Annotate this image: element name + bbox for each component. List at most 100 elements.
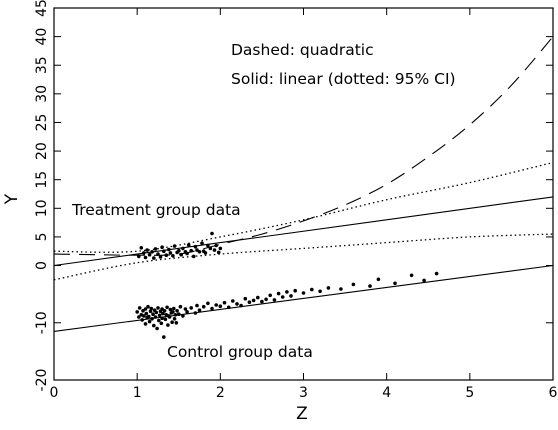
treatment-data-point bbox=[152, 256, 156, 260]
control-data-point bbox=[239, 303, 243, 308]
data-points bbox=[135, 231, 439, 339]
plot-frame bbox=[53, 7, 554, 381]
y-tick-label: 0 bbox=[34, 261, 50, 270]
treatment-data-point bbox=[171, 254, 175, 258]
control-data-point bbox=[235, 302, 239, 306]
control-data-point bbox=[301, 291, 306, 295]
control-data-point bbox=[222, 300, 227, 305]
control-data-point bbox=[140, 318, 144, 322]
plot-axes bbox=[53, 7, 554, 381]
control-data-point bbox=[137, 306, 142, 310]
y-tick-label: 30 bbox=[34, 85, 50, 103]
treatment-data-point bbox=[162, 249, 166, 253]
control-data-point bbox=[260, 299, 264, 304]
control-data-point bbox=[293, 288, 298, 293]
control-data-point bbox=[162, 309, 167, 313]
treatment-data-point bbox=[137, 254, 141, 259]
control-data-point bbox=[165, 305, 169, 310]
control-data-point bbox=[339, 287, 343, 291]
control-data-point bbox=[171, 310, 175, 314]
x-tick-label: 2 bbox=[216, 385, 225, 401]
control-data-point bbox=[137, 315, 141, 319]
treatment-data-point bbox=[206, 243, 210, 248]
treatment-data-point bbox=[145, 248, 149, 252]
y-tick-label: -10 bbox=[34, 311, 50, 334]
treatment-data-point bbox=[143, 255, 148, 260]
control-data-point bbox=[247, 300, 252, 305]
treatment-data-point bbox=[210, 231, 214, 236]
fit-curves bbox=[53, 36, 554, 332]
y-tick-label: 40 bbox=[34, 28, 50, 46]
control-data-point bbox=[185, 310, 189, 314]
control-data-point bbox=[310, 287, 314, 292]
control-data-point bbox=[173, 313, 178, 317]
treatment-data-point bbox=[156, 252, 160, 256]
x-tick-label: 1 bbox=[133, 385, 142, 401]
control-data-point bbox=[147, 314, 151, 319]
control-data-point bbox=[201, 304, 206, 309]
control-data-point bbox=[214, 303, 218, 307]
control-data-point bbox=[157, 313, 162, 318]
control-data-point bbox=[163, 317, 168, 322]
y-tick-label: -20 bbox=[34, 369, 50, 392]
control-data-point bbox=[376, 277, 381, 282]
control-data-point bbox=[156, 306, 160, 310]
control-data-point bbox=[318, 289, 322, 294]
control-data-point bbox=[326, 286, 331, 290]
control-data-point bbox=[144, 311, 149, 316]
control-data-point bbox=[351, 282, 356, 287]
treatment-data-point bbox=[214, 243, 218, 248]
control-data-point bbox=[142, 314, 146, 318]
control-data-point bbox=[167, 315, 172, 319]
y-tick-label: 45 bbox=[34, 0, 50, 17]
x-axis-label: Z bbox=[296, 404, 308, 424]
x-tick-label: 4 bbox=[382, 385, 391, 401]
control-data-point bbox=[181, 314, 185, 318]
control-data-point bbox=[147, 319, 152, 324]
control-data-point bbox=[175, 309, 179, 313]
control-data-point bbox=[172, 317, 177, 321]
control-data-point bbox=[272, 298, 277, 302]
control-data-point bbox=[289, 294, 293, 298]
treatment-data-point bbox=[177, 248, 181, 253]
control-data-point bbox=[170, 320, 174, 325]
control-fit-line bbox=[53, 264, 554, 332]
treatment-data-point bbox=[164, 253, 169, 257]
treatment-data-point bbox=[158, 255, 163, 259]
treatment-data-point bbox=[216, 250, 221, 255]
treatment-data-point bbox=[168, 251, 173, 255]
treatment-data-point bbox=[203, 251, 208, 255]
y-tick-label: 10 bbox=[34, 199, 50, 217]
control-data-point bbox=[178, 304, 183, 309]
control-data-point bbox=[151, 312, 155, 317]
control-data-point bbox=[153, 315, 158, 319]
control-data-point bbox=[368, 284, 372, 288]
treatment-data-point bbox=[208, 246, 213, 251]
treatment-data-point bbox=[197, 250, 202, 254]
control-data-point bbox=[243, 296, 248, 301]
control-data-point bbox=[231, 299, 235, 303]
treatment-data-point bbox=[185, 251, 189, 256]
treatment-data-point bbox=[179, 252, 183, 257]
control-data-point bbox=[393, 281, 397, 286]
treatment-data-point bbox=[191, 254, 196, 259]
y-tick-label: 20 bbox=[34, 142, 50, 160]
control-data-point bbox=[154, 310, 159, 315]
treatment-data-point bbox=[218, 246, 223, 251]
control-data-point bbox=[143, 322, 148, 326]
treatment-data-point bbox=[147, 252, 152, 257]
treatment-data-point bbox=[181, 246, 185, 251]
control-data-point bbox=[143, 307, 148, 311]
control-data-point bbox=[161, 311, 165, 316]
legend-solid-text: Solid: linear (dotted: 95% CI) bbox=[231, 70, 456, 88]
axis-ticks bbox=[53, 7, 554, 381]
control-data-point bbox=[280, 295, 285, 299]
control-data-point bbox=[226, 305, 231, 310]
control-data-point bbox=[152, 323, 156, 328]
control-data-point bbox=[148, 309, 153, 314]
ci-upper-line bbox=[53, 161, 554, 253]
treatment-data-point bbox=[150, 250, 154, 254]
treatment-data-point bbox=[167, 247, 171, 252]
y-tick-label: 25 bbox=[34, 114, 50, 132]
